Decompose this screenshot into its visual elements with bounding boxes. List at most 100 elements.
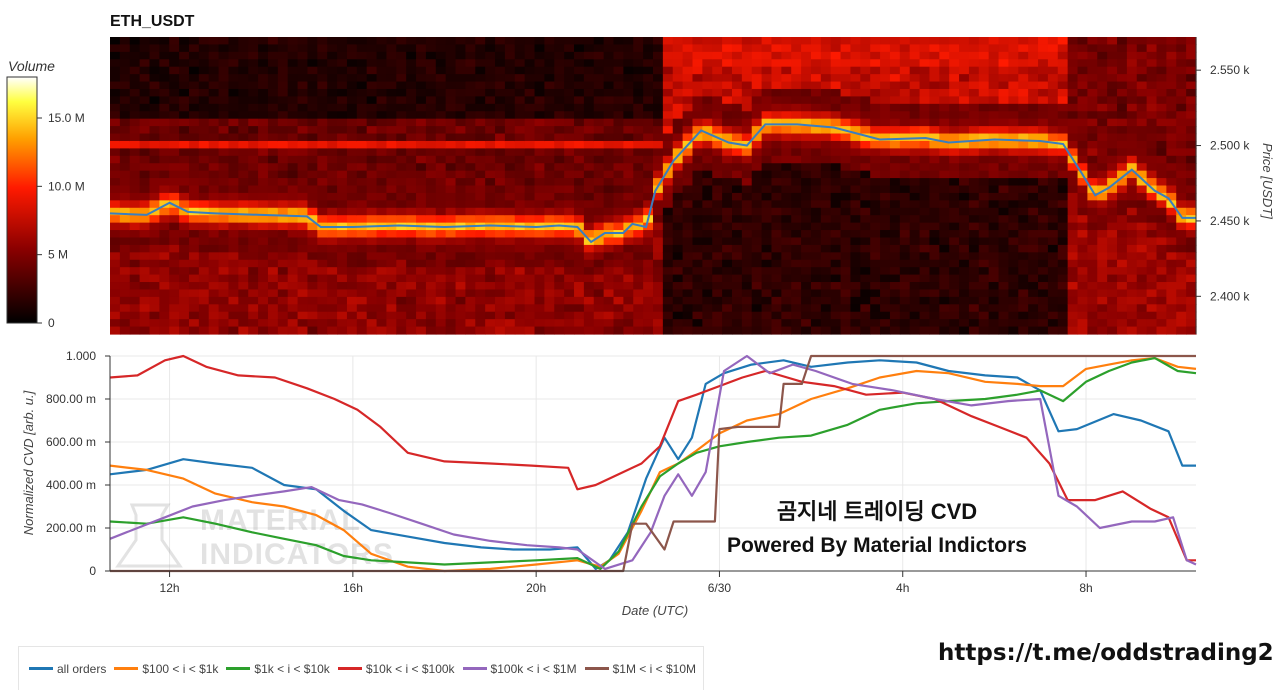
- heatmap-cell: [1166, 237, 1177, 246]
- heatmap-cell: [465, 192, 476, 201]
- heatmap-cell: [267, 155, 279, 164]
- heatmap-cell: [761, 274, 773, 283]
- heatmap-cell: [1067, 200, 1079, 209]
- heatmap-cell: [1097, 267, 1108, 276]
- heatmap-cell: [919, 267, 931, 276]
- heatmap-cell: [504, 237, 516, 246]
- heatmap-cell: [396, 51, 407, 60]
- heatmap-cell: [751, 178, 763, 187]
- heatmap-cell: [751, 222, 763, 231]
- legend-item[interactable]: $10k < i < $100k: [337, 662, 455, 676]
- heatmap-cell: [524, 44, 536, 53]
- heatmap-cell: [386, 296, 397, 305]
- heatmap-cell: [682, 200, 694, 209]
- heatmap-cell: [416, 192, 427, 201]
- heatmap-cell: [169, 170, 180, 179]
- heatmap-cell: [692, 311, 703, 320]
- heatmap-cell: [327, 230, 338, 239]
- heatmap-cell: [1107, 133, 1118, 142]
- heatmap-cell: [504, 296, 516, 305]
- heatmap-cell: [110, 244, 121, 253]
- heatmap-cell: [416, 267, 427, 276]
- heatmap-cell: [485, 44, 496, 53]
- heatmap-cell: [672, 237, 684, 246]
- heatmap-cell: [939, 37, 950, 46]
- heatmap-cell: [169, 140, 180, 149]
- heatmap-cell: [583, 155, 595, 164]
- heatmap-cell: [722, 66, 733, 75]
- heatmap-cell: [1097, 59, 1108, 68]
- heatmap-cell: [623, 37, 634, 46]
- heatmap-cell: [978, 289, 990, 298]
- heatmap-cell: [455, 81, 467, 90]
- legend-item[interactable]: $100k < i < $1M: [462, 662, 577, 676]
- heatmap-cell: [1018, 207, 1029, 216]
- heatmap-cell: [801, 319, 812, 328]
- heatmap-cell: [870, 304, 881, 313]
- heatmap-cell: [1018, 111, 1029, 120]
- heatmap-cell: [959, 237, 970, 246]
- heatmap-cell: [889, 274, 901, 283]
- heatmap-cell: [978, 111, 990, 120]
- heatmap-cell: [889, 319, 901, 328]
- heatmap-cell: [1166, 103, 1177, 112]
- heatmap-cell: [248, 222, 259, 231]
- heatmap-cell: [1018, 44, 1029, 53]
- heatmap-cell: [406, 66, 417, 75]
- heatmap-cell: [761, 200, 773, 209]
- heatmap-cell: [188, 319, 200, 328]
- heatmap-cell: [1067, 207, 1079, 216]
- heatmap-cell: [287, 148, 299, 157]
- heatmap-cell: [1038, 126, 1049, 135]
- telegram-link[interactable]: https://t.me/oddstrading2: [938, 640, 1274, 666]
- heatmap-cell: [277, 59, 289, 68]
- heatmap-cell: [712, 289, 723, 298]
- legend-item[interactable]: $1M < i < $10M: [584, 662, 696, 676]
- heatmap-cell: [337, 230, 348, 239]
- heatmap-cell: [929, 200, 940, 209]
- heatmap-cell: [218, 170, 230, 179]
- heatmap-cell: [119, 118, 131, 127]
- heatmap-cell: [968, 296, 980, 305]
- heatmap-cell: [603, 304, 615, 313]
- heatmap-cell: [159, 296, 170, 305]
- heatmap-cell: [909, 207, 921, 216]
- heatmap-cell: [366, 59, 378, 68]
- heatmap-cell: [880, 222, 891, 231]
- heatmap-cell: [238, 96, 249, 105]
- heatmap-cell: [475, 103, 486, 112]
- heatmap-cell: [998, 267, 1010, 276]
- heatmap-cell: [978, 215, 990, 224]
- heatmap-cell: [110, 230, 121, 239]
- heatmap-cell: [475, 215, 486, 224]
- heatmap-cell: [445, 148, 457, 157]
- heatmap-cell: [248, 326, 259, 335]
- legend-item[interactable]: $1k < i < $10k: [226, 662, 330, 676]
- heatmap-cell: [692, 237, 703, 246]
- heatmap-cell: [475, 140, 486, 149]
- legend-item[interactable]: $100 < i < $1k: [114, 662, 218, 676]
- heatmap-cell: [169, 230, 180, 239]
- heatmap-cell: [1097, 289, 1108, 298]
- heatmap-cell: [880, 59, 891, 68]
- legend-item[interactable]: all orders: [29, 662, 106, 676]
- heatmap-cell: [1146, 222, 1158, 231]
- heatmap-cell: [514, 185, 526, 194]
- heatmap-cell: [475, 133, 486, 142]
- heatmap-cell: [830, 74, 842, 83]
- heatmap-cell: [1018, 200, 1029, 209]
- heatmap-cell: [514, 66, 526, 75]
- heatmap-cell: [1028, 244, 1039, 253]
- heatmap-cell: [514, 215, 526, 224]
- heatmap-cell: [514, 81, 526, 90]
- heatmap-cell: [850, 88, 861, 97]
- heatmap-cell: [731, 207, 743, 216]
- heatmap-cell: [880, 185, 891, 194]
- heatmap-cell: [574, 259, 585, 268]
- heatmap-cell: [781, 140, 792, 149]
- heatmap-cell: [583, 126, 595, 135]
- heatmap-cell: [208, 37, 220, 46]
- heatmap-cell: [356, 126, 368, 135]
- heatmap-cell: [287, 326, 299, 335]
- heatmap-cell: [248, 289, 259, 298]
